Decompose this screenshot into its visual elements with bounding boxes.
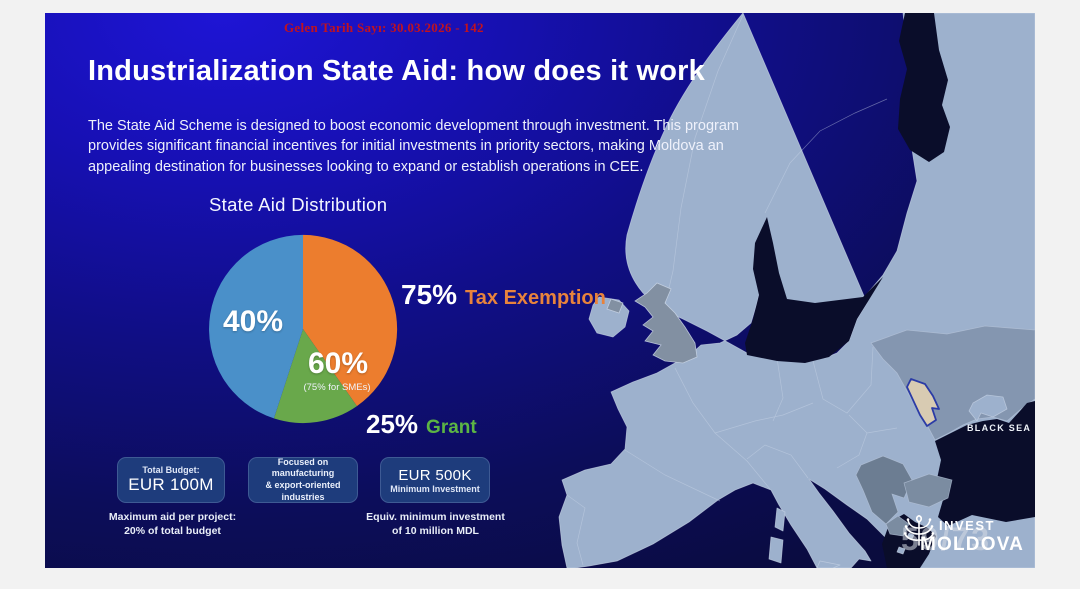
equiv-investment-caption: Equiv. minimum investment of 10 million … [358,510,513,538]
minimum-investment-value: EUR 500K [398,466,472,484]
pie-label-40pct: 40% [223,305,284,338]
tax-exemption-percent: 75% [401,279,458,310]
europe-map [558,13,1035,568]
grant-percent: 25% [366,409,419,439]
tree-icon [903,515,935,546]
pie-chart-title: State Aid Distribution [209,194,388,215]
callout-tax-exemption: 75% Tax Exemption [401,279,606,311]
incoming-stamp-text: Gelen Tarih Sayı: 30.03.2026 - 142 [284,20,484,35]
black-sea [935,401,1035,526]
logo-text-moldova: MOLDOVA [920,534,1025,555]
map-sardinia [768,536,784,564]
pie-slice-grant [273,329,357,424]
callout-grant: 25% Grant [366,409,477,440]
intro-paragraph: The State Aid Scheme is designed to boos… [88,118,739,175]
max-aid-caption-line2: 20% of total budget [124,525,221,538]
map-north-macedonia [885,515,910,537]
focus-sectors-line2: & export-oriented [265,480,341,490]
slide-title: Industrialization State Aid: how does it… [88,55,705,87]
minimum-investment-box: EUR 500K Minimum Investment [380,457,490,503]
equiv-investment-caption-line1: Equiv. minimum investment [366,511,505,523]
baltic-sea [745,217,883,363]
pie-label-60pct: 60% [308,347,369,380]
max-aid-caption-line1: Maximum aid per project: [108,511,237,523]
black-sea-label: BLACK SEA [967,423,1032,433]
max-aid-caption: Maximum aid per project: 20% of total bu… [95,510,250,538]
total-budget-title: Total Budget: [142,465,200,475]
map-great-britain [634,282,698,364]
map-west-balkans [855,455,913,525]
map-northern-ireland [606,298,624,314]
total-budget-box: Total Budget: EUR 100M [117,457,225,503]
pie-slice-blue [209,234,303,419]
grant-label: Grant [426,417,477,438]
logo-text-invest: INVEST [939,518,995,533]
focus-sectors-box: Focused on manufacturing & export-orient… [248,457,358,503]
focus-sectors-line1: Focused on manufacturing [271,456,335,479]
map-sicily [816,560,841,568]
map-bulgaria [903,473,953,508]
pie-slice-tax-exemption [303,234,398,407]
map-corsica [774,507,786,532]
presentation-slide: Gelen Tarih Sayı: 30.03.2026 - 142 Indus… [45,13,1035,568]
total-budget-value: EUR 100M [128,475,214,494]
minimum-investment-subtitle: Minimum Investment [390,483,480,494]
white-sea [898,13,950,162]
map-moldova-highlight [906,378,940,427]
tax-exemption-label: Tax Exemption [465,287,606,309]
map-country-borders [566,14,898,566]
invest-moldova-logo: INVEST MOLDOVA [903,513,1033,563]
pie-chart [209,234,398,424]
focus-sectors-line3: industries [281,491,325,502]
pie-label-smes-note: (75% for SMEs) [303,382,371,393]
map-crimea [968,394,1008,422]
equiv-investment-caption-line2: of 10 million MDL [392,525,479,538]
